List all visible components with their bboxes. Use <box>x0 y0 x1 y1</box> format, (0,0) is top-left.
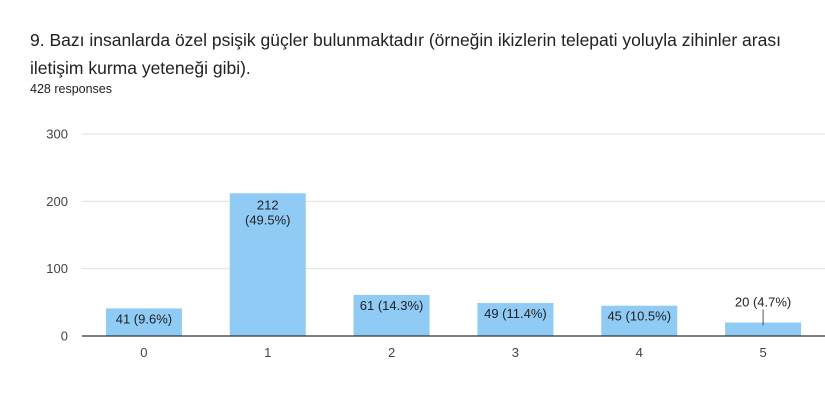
y-tick-label: 0 <box>61 329 68 344</box>
y-tick-label: 200 <box>46 194 68 209</box>
x-tick-label: 3 <box>512 345 519 360</box>
data-label: 45 (10.5%) <box>607 309 671 324</box>
data-label: 41 (9.6%) <box>116 311 172 326</box>
question-title: 9. Bazı insanlarda özel psişik güçler bu… <box>30 30 781 78</box>
x-tick-label: 0 <box>140 345 147 360</box>
data-label: 61 (14.3%) <box>360 298 424 313</box>
data-label: 20 (4.7%) <box>735 295 791 310</box>
bar <box>229 193 306 336</box>
y-tick-label: 300 <box>46 127 68 142</box>
bar <box>477 303 554 336</box>
bar <box>353 294 430 336</box>
x-tick-label: 4 <box>636 345 643 360</box>
x-tick-label: 1 <box>264 345 271 360</box>
bar <box>601 305 678 336</box>
bar <box>725 322 802 336</box>
data-label: 49 (11.4%) <box>484 306 547 321</box>
x-tick-label: 2 <box>388 345 395 360</box>
response-count: 428 responses <box>30 82 113 96</box>
data-label: 212 (49.5%) <box>245 197 291 227</box>
y-tick-label: 100 <box>46 261 68 276</box>
bar <box>105 308 182 336</box>
x-tick-label: 5 <box>759 345 766 360</box>
